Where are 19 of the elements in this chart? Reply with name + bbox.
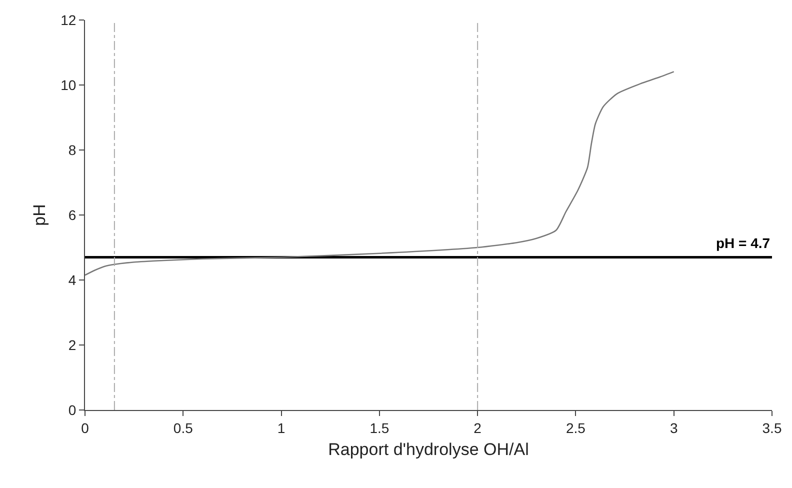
x-tick-label: 1.5: [370, 420, 390, 436]
y-tick-label: 0: [68, 402, 76, 418]
x-tick-label: 3: [670, 420, 678, 436]
x-tick-label: 0: [81, 420, 90, 436]
y-tick-label: 2: [68, 336, 76, 353]
y-tick-label: 4: [68, 272, 76, 288]
line-series: [85, 71, 675, 276]
x-axis-title: Rapport d'hydrolyse OH/Al: [328, 440, 529, 460]
y-tick-label: 6: [68, 206, 76, 223]
y-tick-label: 8: [68, 142, 76, 158]
x-tick-label: 0.5: [173, 420, 194, 436]
x-tick-label: 2: [474, 420, 482, 436]
x-tick-label: 3.5: [762, 420, 782, 436]
y-axis-title: pH: [30, 204, 50, 226]
y-tick-label: 12: [60, 12, 76, 28]
x-tick-label: 1: [277, 420, 286, 436]
ref-line-label: pH = 4.7: [716, 235, 770, 251]
y-tick-label: 10: [60, 76, 76, 93]
x-tick-label: 2.5: [566, 420, 586, 436]
